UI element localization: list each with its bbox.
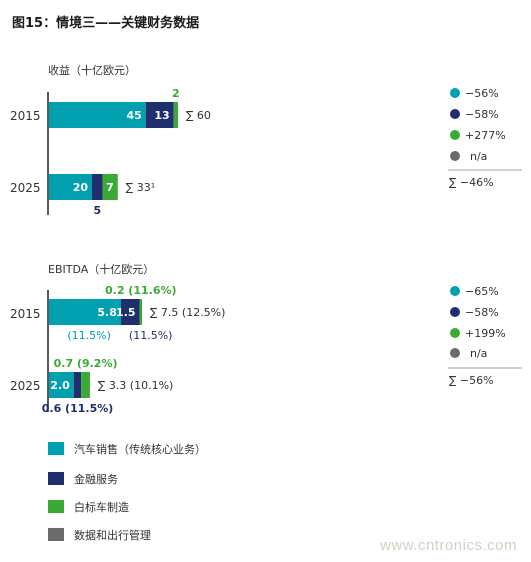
ebitda-changes: −65% −58% +199% n/a ∑ −56%: [448, 285, 522, 387]
ebitda-year-2025: 2025: [10, 379, 41, 393]
change-dot-finance: [450, 307, 460, 317]
revenue-change-sales: −56%: [465, 87, 499, 100]
ebitda-total-change: ∑ −56%: [449, 374, 494, 387]
ebitda-total-2025: ∑ 3.3 (10.1%): [98, 379, 173, 392]
revenue-change-finance: −58%: [465, 108, 499, 121]
ebitda-bar-2025-whitelabel: [81, 372, 90, 398]
change-dot-sales: [450, 88, 460, 98]
ebitda-label-2015-sales: 5.8: [97, 306, 117, 319]
revenue-bar-2015-finance: [145, 102, 174, 128]
revenue-bar-2025-whitelabel: [102, 174, 118, 200]
revenue-label-2015-sales: 45: [126, 109, 141, 122]
ebitda-total-2015: ∑ 7.5 (12.5%): [150, 306, 225, 319]
ebitda-label-2025-whitelabel: 0.7 (9.2%): [54, 357, 118, 370]
ebitda-bar-2025-sales: [49, 372, 74, 398]
legend-label-whitelabel: 白标车制造: [74, 500, 129, 514]
revenue-total-2015: ∑ 60: [186, 109, 211, 122]
revenue-year-2015: 2015: [10, 109, 41, 123]
ebitda-chart-title: EBITDA（十亿欧元）: [48, 262, 154, 276]
revenue-total-change: ∑ −46%: [449, 176, 494, 189]
change-dot-sales: [450, 286, 460, 296]
legend-label-data: 数据和出行管理: [74, 528, 151, 542]
legend-swatch-sales: [48, 442, 64, 455]
ebitda-change-whitelabel: +199%: [465, 327, 506, 340]
ebitda-margin-2015-finance: (11.5%): [129, 329, 173, 342]
ebitda-label-2015-finance: 1.5: [116, 306, 136, 319]
ebitda-bar-2025-finance: [73, 372, 82, 398]
ebitda-bar-2015-whitelabel: [139, 299, 142, 325]
revenue-label-2025-sales: 20: [73, 181, 89, 194]
change-dot-whitelabel: [450, 328, 460, 338]
change-dot-finance: [450, 109, 460, 119]
ebitda-change-sales: −65%: [465, 285, 499, 298]
revenue-bar-2025-finance: [92, 174, 103, 200]
revenue-bar-2025-sales: [49, 174, 92, 200]
change-dot-data: [450, 348, 460, 358]
ebitda-label-2015-whitelabel: 0.2 (11.6%): [105, 284, 177, 297]
change-dot-data: [450, 151, 460, 161]
ebitda-change-finance: −58%: [465, 306, 499, 319]
revenue-label-2015-whitelabel: 2: [172, 87, 180, 100]
revenue-total-2025: ∑ 33¹: [126, 181, 155, 194]
ebitda-label-2025-finance: 0.6 (11.5%): [42, 402, 114, 415]
revenue-label-2025-finance: 5: [94, 204, 102, 217]
figure-title: 图15：情境三——关键财务数据: [12, 16, 200, 31]
revenue-label-2025-whitelabel: 7: [106, 181, 114, 194]
change-dot-whitelabel: [450, 130, 460, 140]
revenue-change-whitelabel: +277%: [465, 129, 506, 142]
ebitda-bar-2015-finance: [120, 299, 140, 325]
legend: 汽车销售（传统核心业务） 金融服务 白标车制造 数据和出行管理: [48, 442, 206, 542]
ebitda-bar-2015-sales: [49, 299, 121, 325]
revenue-bar-2015-sales: [49, 102, 146, 128]
legend-label-sales: 汽车销售（传统核心业务）: [74, 442, 206, 456]
revenue-change-data: n/a: [470, 150, 487, 163]
revenue-label-2015-finance: 13: [154, 109, 169, 122]
revenue-year-2025: 2025: [10, 181, 41, 195]
ebitda-change-data: n/a: [470, 347, 487, 360]
watermark: www.cntronics.com: [380, 537, 517, 554]
ebitda-label-2025-sales: 2.0: [50, 379, 70, 392]
legend-swatch-whitelabel: [48, 500, 64, 513]
ebitda-margin-2015-sales: (11.5%): [67, 329, 111, 342]
revenue-chart-title: 收益（十亿欧元）: [48, 63, 136, 77]
ebitda-year-2015: 2015: [10, 307, 41, 321]
legend-swatch-data: [48, 528, 64, 541]
revenue-changes: −56% −58% +277% n/a ∑ −46%: [448, 87, 522, 189]
legend-swatch-finance: [48, 472, 64, 485]
legend-label-finance: 金融服务: [74, 472, 118, 486]
revenue-bar-2015-whitelabel: [173, 102, 178, 128]
